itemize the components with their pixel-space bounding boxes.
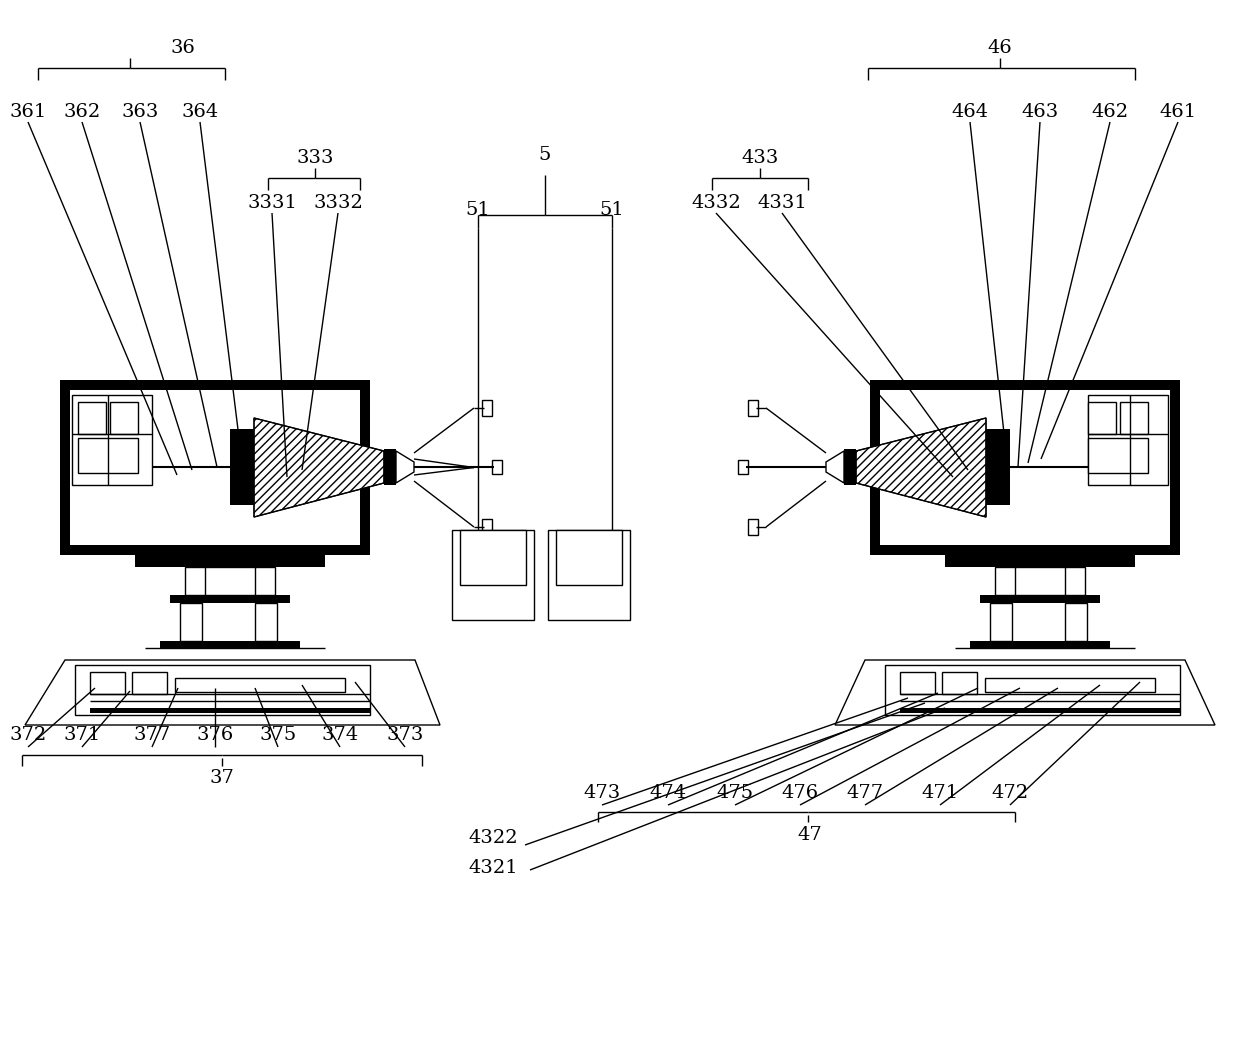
Bar xyxy=(900,708,1180,713)
Bar xyxy=(131,672,167,694)
Bar xyxy=(170,595,290,603)
Bar xyxy=(91,672,125,694)
Text: 364: 364 xyxy=(181,103,218,121)
Bar xyxy=(160,641,300,648)
Text: 373: 373 xyxy=(387,727,424,744)
Bar xyxy=(556,530,622,585)
Bar xyxy=(60,545,370,555)
Bar xyxy=(870,380,1180,390)
Text: 37: 37 xyxy=(210,769,234,787)
Text: 433: 433 xyxy=(742,149,779,167)
Bar xyxy=(78,402,105,434)
Bar xyxy=(110,402,138,434)
Polygon shape xyxy=(254,418,384,517)
Bar xyxy=(74,665,370,715)
Bar xyxy=(986,429,1011,505)
Text: 371: 371 xyxy=(63,727,100,744)
Bar xyxy=(870,545,1180,555)
Bar xyxy=(460,530,526,585)
Text: 476: 476 xyxy=(781,784,818,802)
Bar xyxy=(738,460,748,474)
Text: 3331: 3331 xyxy=(247,194,296,212)
Text: 362: 362 xyxy=(63,103,100,121)
Bar xyxy=(942,672,977,694)
Bar xyxy=(180,603,202,641)
Text: 372: 372 xyxy=(10,727,47,744)
Bar xyxy=(360,380,370,555)
Text: 474: 474 xyxy=(650,784,687,802)
Text: 4332: 4332 xyxy=(691,194,740,212)
Text: 363: 363 xyxy=(122,103,159,121)
Polygon shape xyxy=(396,451,414,483)
Bar xyxy=(482,400,492,416)
Bar xyxy=(985,678,1154,692)
Polygon shape xyxy=(826,451,844,483)
Bar xyxy=(1087,402,1116,434)
Text: 36: 36 xyxy=(171,39,196,57)
Text: 477: 477 xyxy=(847,784,884,802)
Text: 471: 471 xyxy=(921,784,959,802)
Text: 472: 472 xyxy=(992,784,1028,802)
Bar xyxy=(970,641,1110,648)
Polygon shape xyxy=(835,660,1215,725)
Text: 4321: 4321 xyxy=(469,859,518,876)
Text: 51: 51 xyxy=(466,201,490,219)
Bar xyxy=(748,400,758,416)
Text: 5: 5 xyxy=(539,146,552,164)
Bar xyxy=(255,603,277,641)
Bar xyxy=(91,708,370,713)
Polygon shape xyxy=(25,660,440,725)
Bar xyxy=(78,438,138,473)
Bar xyxy=(748,518,758,535)
Bar xyxy=(994,567,1085,595)
Text: 475: 475 xyxy=(717,784,754,802)
Text: 461: 461 xyxy=(1159,103,1197,121)
Text: 473: 473 xyxy=(583,784,621,802)
Bar xyxy=(229,429,254,505)
Text: 47: 47 xyxy=(797,826,822,844)
Bar xyxy=(900,672,935,694)
Text: 361: 361 xyxy=(10,103,47,121)
Polygon shape xyxy=(856,418,986,517)
Text: 4331: 4331 xyxy=(758,194,807,212)
Text: 376: 376 xyxy=(196,727,233,744)
Bar xyxy=(185,567,275,595)
Bar xyxy=(990,603,1012,641)
Bar xyxy=(945,555,1135,567)
Bar xyxy=(1065,603,1087,641)
Bar xyxy=(60,380,370,390)
Text: 3332: 3332 xyxy=(312,194,363,212)
Bar xyxy=(60,380,69,555)
Bar xyxy=(453,530,534,620)
Bar xyxy=(492,460,502,474)
Text: 374: 374 xyxy=(321,727,358,744)
Text: 464: 464 xyxy=(951,103,988,121)
Text: 462: 462 xyxy=(1091,103,1128,121)
Bar xyxy=(870,380,880,555)
Bar xyxy=(135,555,325,567)
Text: 463: 463 xyxy=(1022,103,1059,121)
Text: 51: 51 xyxy=(600,201,625,219)
Bar xyxy=(384,449,396,485)
Bar xyxy=(1120,402,1148,434)
Bar xyxy=(1171,380,1180,555)
Bar xyxy=(980,595,1100,603)
Bar xyxy=(1087,438,1148,473)
Text: 375: 375 xyxy=(259,727,296,744)
Bar xyxy=(548,530,630,620)
Text: 377: 377 xyxy=(134,727,171,744)
Text: 46: 46 xyxy=(987,39,1012,57)
Bar xyxy=(885,665,1180,715)
Bar xyxy=(175,678,345,692)
Bar xyxy=(1087,395,1168,485)
Bar xyxy=(72,395,153,485)
Bar xyxy=(482,518,492,535)
Text: 333: 333 xyxy=(296,149,334,167)
Text: 4322: 4322 xyxy=(469,829,518,847)
Bar xyxy=(844,449,856,485)
